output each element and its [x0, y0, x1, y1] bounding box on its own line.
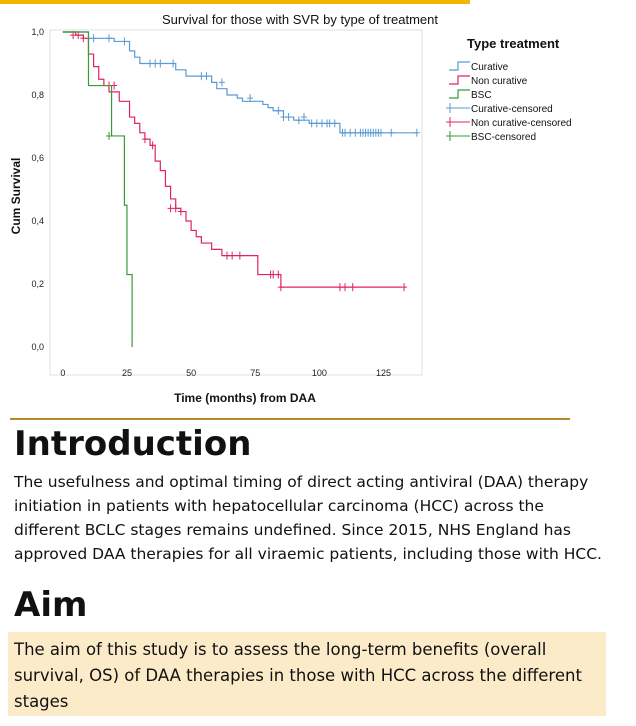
- legend-marker-curative-censored: [446, 103, 470, 113]
- x-tick-label: 125: [376, 368, 391, 378]
- bsc-censor-mark: [106, 131, 113, 140]
- introduction-heading: Introduction: [14, 424, 252, 464]
- curative-censor-mark: [147, 59, 154, 68]
- x-tick-label: 0: [60, 368, 65, 378]
- non-curative-censor-mark: [177, 207, 184, 216]
- aim-text: The aim of this study is to assess the l…: [14, 640, 582, 711]
- legend-label-curative: Curative: [471, 62, 509, 73]
- curative-censor-mark: [121, 37, 128, 46]
- bsc-survival-line: [62, 31, 133, 347]
- legend-marker-curative: [449, 61, 470, 71]
- x-tick-label: 75: [250, 368, 260, 378]
- curative-censor-mark: [352, 128, 359, 137]
- curative-censor-mark: [285, 113, 292, 122]
- legend-title: Type treatment: [467, 36, 560, 51]
- introduction-text: The usefulness and optimal timing of dir…: [14, 473, 602, 563]
- non-curative-censor-mark: [149, 141, 156, 150]
- curative-censor-mark: [280, 113, 287, 122]
- curative-censor-mark: [347, 128, 354, 137]
- non-curative-censor-mark: [236, 251, 243, 260]
- curative-censor-mark: [377, 128, 384, 137]
- non-curative-censor-mark: [277, 283, 284, 292]
- curative-censor-mark: [342, 128, 349, 137]
- plot-area: [49, 29, 423, 376]
- legend-marker-non-curative-censored: [446, 117, 470, 127]
- non-curative-censor-mark: [270, 270, 277, 279]
- chart-title: Survival for those with SVR by type of t…: [162, 12, 438, 27]
- curative-censor-mark: [331, 119, 338, 128]
- curative-censor-mark: [198, 72, 205, 81]
- curative-censor-mark: [90, 34, 97, 43]
- curative-censor-mark: [152, 59, 159, 68]
- non-curative-censor-mark: [401, 283, 408, 292]
- legend-label-bsc: BSC: [471, 90, 492, 101]
- non-curative-censor-mark: [167, 204, 174, 213]
- aim-heading: Aim: [14, 585, 88, 625]
- non-curative-censor-mark: [349, 283, 356, 292]
- y-tick-label: 1,0: [31, 27, 44, 37]
- non-curative-censor-mark: [229, 251, 236, 260]
- curative-censor-mark: [295, 116, 302, 125]
- y-tick-label: 0,6: [31, 153, 44, 163]
- non-curative-censor-mark: [224, 251, 231, 260]
- legend-label-non-curative-censored: Non curative-censored: [471, 118, 572, 129]
- legend-marker-bsc-censored: [446, 131, 470, 141]
- curative-censor-mark: [318, 119, 325, 128]
- curative-censor-mark: [247, 94, 254, 103]
- curative-censor-mark: [170, 59, 177, 68]
- curative-censor-mark: [300, 113, 307, 122]
- section-divider: [10, 418, 570, 420]
- curative-censor-mark: [326, 119, 333, 128]
- curative-censor-mark: [308, 119, 315, 128]
- curative-censor-mark: [218, 78, 225, 87]
- legend-marker-bsc: [449, 89, 470, 99]
- non-curative-censor-mark: [342, 283, 349, 292]
- legend-marker-non-curative: [449, 75, 470, 85]
- curative-censor-mark: [157, 59, 164, 68]
- curative-censor-mark: [313, 119, 320, 128]
- survival-chart: Survival for those with SVR by type of t…: [9, 12, 572, 405]
- legend-label-non-curative: Non curative: [471, 76, 528, 87]
- y-tick-label: 0,8: [31, 90, 44, 100]
- non-curative-censor-mark: [336, 283, 343, 292]
- non-curative-censor-mark: [275, 270, 282, 279]
- curative-censor-mark: [388, 128, 395, 137]
- legend-label-curative-censored: Curative-censored: [471, 104, 553, 115]
- curative-censor-mark: [203, 72, 210, 81]
- non-curative-censor-mark: [141, 135, 148, 144]
- y-axis-label: Cum Survival: [9, 158, 23, 235]
- y-tick-label: 0,0: [31, 342, 44, 352]
- legend: Curative Non curative BSC Curative-censored…: [446, 61, 572, 143]
- legend-label-bsc-censored: BSC-censored: [471, 132, 536, 143]
- x-tick-label: 25: [122, 368, 132, 378]
- y-tick-label: 0,2: [31, 279, 44, 289]
- x-tick-label: 100: [312, 368, 327, 378]
- x-tick-label: 50: [186, 368, 196, 378]
- aim-box: [8, 632, 606, 716]
- top-accent-rule: [0, 0, 470, 4]
- curative-censor-mark: [275, 106, 282, 115]
- non-curative-censor-mark: [172, 204, 179, 213]
- curative-censor-mark: [106, 34, 113, 43]
- x-axis-label: Time (months) from DAA: [174, 391, 316, 405]
- curative-censor-mark: [413, 128, 420, 137]
- non-curative-censor-mark: [80, 34, 87, 43]
- non-curative-survival-line: [62, 31, 402, 288]
- y-tick-label: 0,4: [31, 216, 44, 226]
